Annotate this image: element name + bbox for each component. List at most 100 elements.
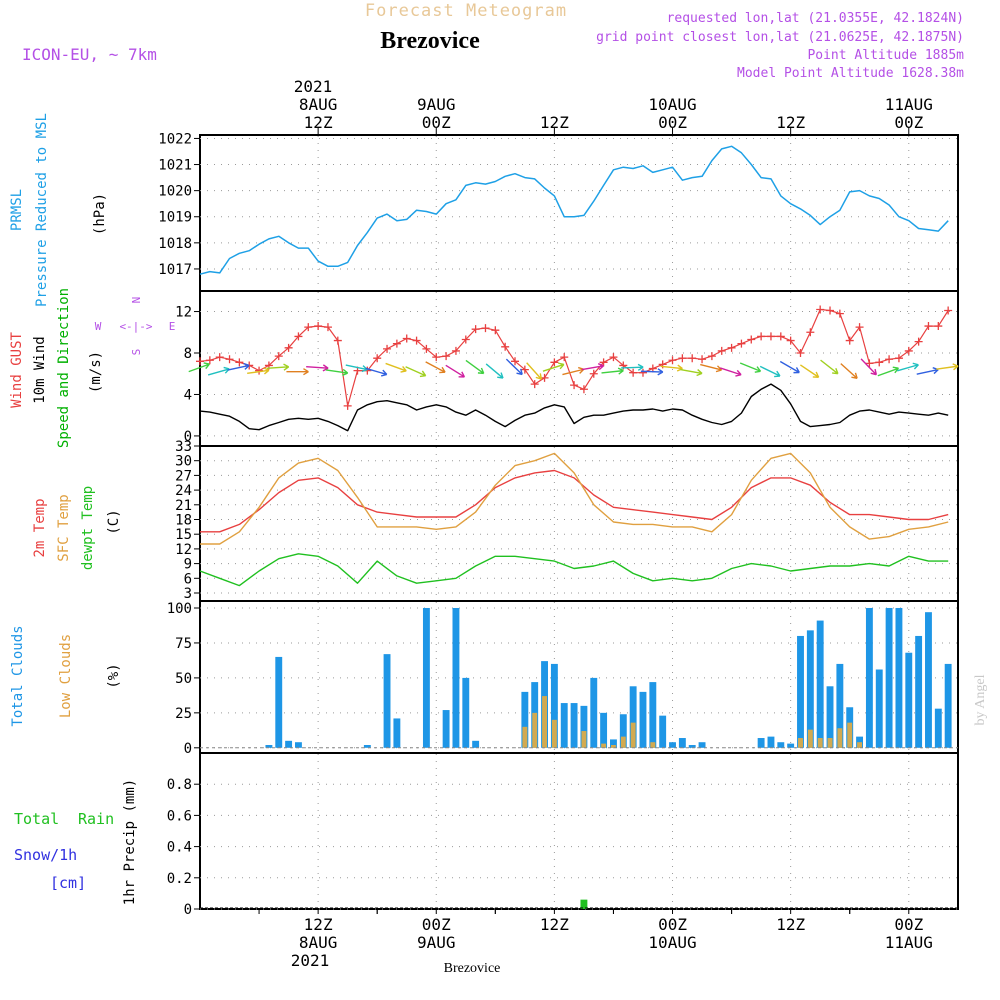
gust-point — [333, 336, 342, 345]
low-clouds-bar — [630, 722, 636, 748]
wind-arrow-shape — [542, 362, 565, 372]
total-clouds-bar — [659, 715, 667, 748]
dewpt-label: dewpt Temp — [80, 486, 96, 570]
wind-arrow-icon — [799, 364, 820, 378]
wind-arrow-icon — [562, 366, 585, 376]
total-clouds-bar — [767, 736, 775, 748]
gust-point — [451, 346, 460, 355]
bottom-time-label: 12Z — [540, 915, 569, 934]
total-clouds-bar — [550, 663, 558, 748]
total-clouds-bar — [806, 630, 814, 748]
total-clouds-bar — [915, 635, 923, 748]
gust-point — [835, 309, 844, 318]
wind-arrow-shape — [325, 368, 349, 376]
total-clouds-bar — [836, 663, 844, 748]
wind-arrow-icon — [581, 363, 605, 371]
gust-point — [550, 358, 559, 367]
precip-ytick-label: 0.2 — [167, 871, 192, 887]
temp2m-label: 2m Temp — [32, 498, 48, 557]
wind-arrow-icon — [640, 368, 664, 376]
wind-arrow-shape — [581, 363, 605, 371]
wind-arrow-icon — [405, 366, 427, 378]
pressure-ytick-label: 1019 — [158, 210, 192, 226]
gust-point — [914, 337, 923, 346]
compass-w: W — [95, 320, 102, 333]
total-clouds-bar — [363, 745, 371, 748]
total-label: Total — [14, 810, 59, 828]
wind-arrow-shape — [897, 362, 919, 372]
gust-point — [944, 306, 953, 315]
gust-point — [865, 359, 874, 368]
wind-arrow-shape — [266, 363, 290, 371]
wind-arrow-icon — [542, 362, 565, 372]
temp-ytick-label: 12 — [175, 542, 192, 558]
footer-location: Brezovice — [444, 961, 501, 976]
gust-point — [806, 328, 815, 337]
total-clouds-bar — [452, 607, 460, 748]
wind-arrow-shape — [936, 363, 959, 371]
total-clouds-bar — [688, 745, 696, 748]
gust-point — [501, 342, 510, 351]
wind-arrow-shape — [465, 359, 485, 375]
total-clouds-bar — [698, 742, 706, 748]
total-clouds-bar — [757, 738, 765, 748]
low-clouds-bar — [522, 726, 528, 748]
pressure-ytick-label: 1018 — [158, 236, 192, 252]
low-clouds-bar — [650, 742, 656, 748]
wind-arrow-icon — [505, 358, 523, 376]
wind-arrow-shape — [601, 367, 624, 375]
wind-arrow-icon — [759, 365, 781, 378]
gust-point — [323, 323, 332, 332]
total-clouds-bar — [383, 654, 391, 748]
total-clouds-bar — [826, 686, 834, 748]
low-clouds-bar — [827, 738, 833, 748]
grid-point-coords: grid point closest lon,lat (21.0625E, 42… — [596, 30, 964, 45]
bottom-date-label: 11AUG — [885, 933, 933, 952]
wind-arrow-shape — [505, 358, 523, 376]
gust-point — [383, 344, 392, 353]
location-title: Brezovice — [380, 28, 480, 54]
top-year: 2021 — [294, 77, 333, 96]
pressure-ytick-label: 1017 — [158, 262, 192, 278]
plot-area: 1017101810191020102110220481236912151821… — [158, 95, 959, 952]
gust-point — [294, 332, 303, 341]
bottom-time-label: 12Z — [304, 915, 333, 934]
gust-point — [629, 368, 638, 377]
total-clouds-bar — [885, 607, 893, 748]
bottom-date-label: 8AUG — [299, 933, 338, 952]
wind-arrow-shape — [739, 362, 762, 373]
gust-point — [747, 335, 756, 344]
wind-arrow-shape — [621, 363, 644, 371]
wind-arrow-shape — [526, 362, 543, 380]
clouds-ytick-label: 25 — [175, 706, 192, 722]
wind-arrow-icon — [207, 366, 230, 376]
temp-ytick-label: 21 — [175, 498, 192, 514]
wind-arrow-icon — [779, 360, 800, 374]
wind-arrow-icon — [266, 363, 290, 371]
temp-ytick-label: 6 — [184, 571, 192, 587]
compass-n: N — [130, 297, 143, 304]
low-clouds-bar — [817, 738, 823, 748]
wind-arrow-icon — [877, 366, 900, 377]
gust-point — [540, 373, 549, 382]
wind-arrow-shape — [759, 365, 781, 378]
wind-arrow-shape — [485, 363, 504, 379]
wind-arrow-shape — [385, 362, 407, 373]
bottom-date-label: 10AUG — [648, 933, 696, 952]
wind-arrow-shape — [779, 360, 800, 374]
total-clouds-bar — [580, 705, 588, 748]
wind-arrow-icon — [247, 367, 270, 375]
wind-arrow-shape — [207, 366, 230, 376]
wind-arrow-shape — [247, 367, 270, 375]
gust-point — [304, 323, 313, 332]
pressure-ytick-label: 1022 — [158, 131, 192, 147]
gust-point — [885, 355, 894, 364]
gust-point — [589, 369, 598, 378]
wind-arrow-icon — [621, 363, 644, 371]
wind-arrow-icon — [860, 358, 878, 376]
wind-arrow-shape — [860, 358, 878, 376]
wind-arrow-shape — [877, 366, 900, 377]
wind-ytick-label: 12 — [175, 305, 192, 321]
precip-side-labels: Total Rain Snow/1h [cm] 1hr Precip (mm) — [14, 779, 138, 905]
bottom-date-label: 9AUG — [417, 933, 456, 952]
